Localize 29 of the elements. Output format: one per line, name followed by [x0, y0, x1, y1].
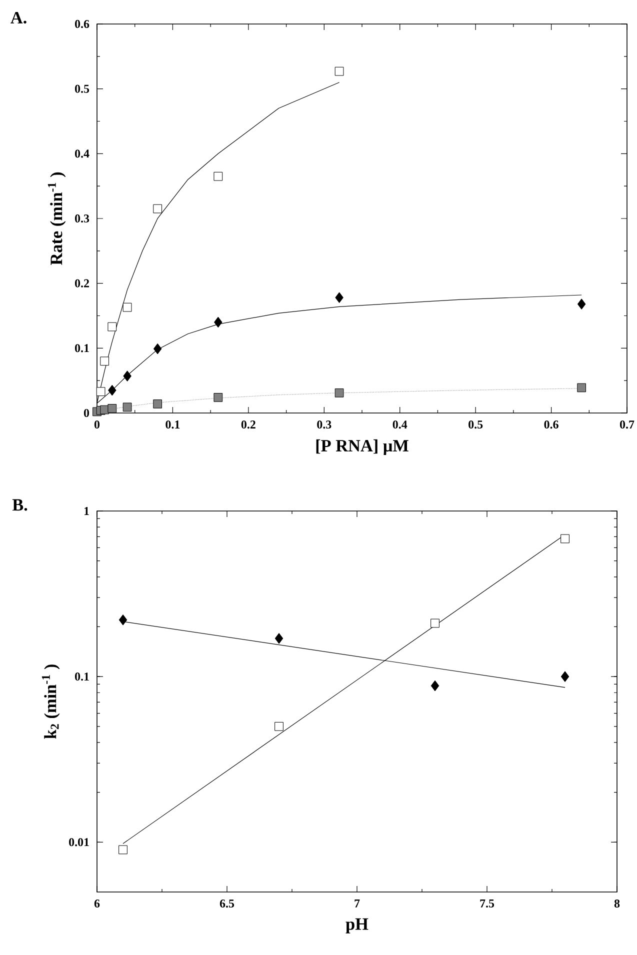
y-tick-label: 0 [84, 408, 90, 418]
x-tick-label: 0.1 [166, 420, 180, 429]
x-tick-label: 0 [94, 420, 100, 429]
y-tick-label: 0.1 [75, 344, 89, 352]
y-axis-title: k$_{2}$ (min$^{-1}$ ) [42, 664, 60, 739]
x-tick-label: 0.2 [241, 420, 256, 429]
x-tick-label: 0.7 [620, 420, 634, 429]
text: A. [10, 12, 26, 24]
x-tick-label: 0.6 [544, 420, 558, 429]
text: B. [12, 499, 28, 511]
y-tick-label: 0.5 [75, 84, 90, 93]
y-tick-label: 0.3 [75, 214, 90, 223]
y-tick-label: 1 [84, 507, 89, 515]
y-tick-label: 0.01 [69, 838, 89, 846]
y-tick-label: 0.1 [75, 672, 89, 681]
x-tick-label: 6 [94, 900, 100, 908]
x-tick-label: 0.3 [317, 420, 332, 429]
y-tick-label: 0.6 [75, 20, 90, 28]
y-axis-title: Rate (min$^{-1}$ ) [48, 172, 66, 266]
x-tick-label: 0.5 [468, 420, 483, 429]
y-tick-label: 0.4 [75, 150, 90, 158]
x-axis-title: pH [346, 918, 368, 934]
x-tick-label: 6.5 [220, 900, 234, 908]
y-tick-label: 0.2 [75, 279, 89, 288]
x-axis-title: [P RNA] μM [316, 439, 408, 456]
x-tick-label: 8 [614, 900, 620, 908]
x-tick-label: 7 [354, 900, 360, 908]
x-tick-label: 0.4 [392, 420, 408, 429]
x-tick-label: 7.5 [480, 900, 494, 908]
